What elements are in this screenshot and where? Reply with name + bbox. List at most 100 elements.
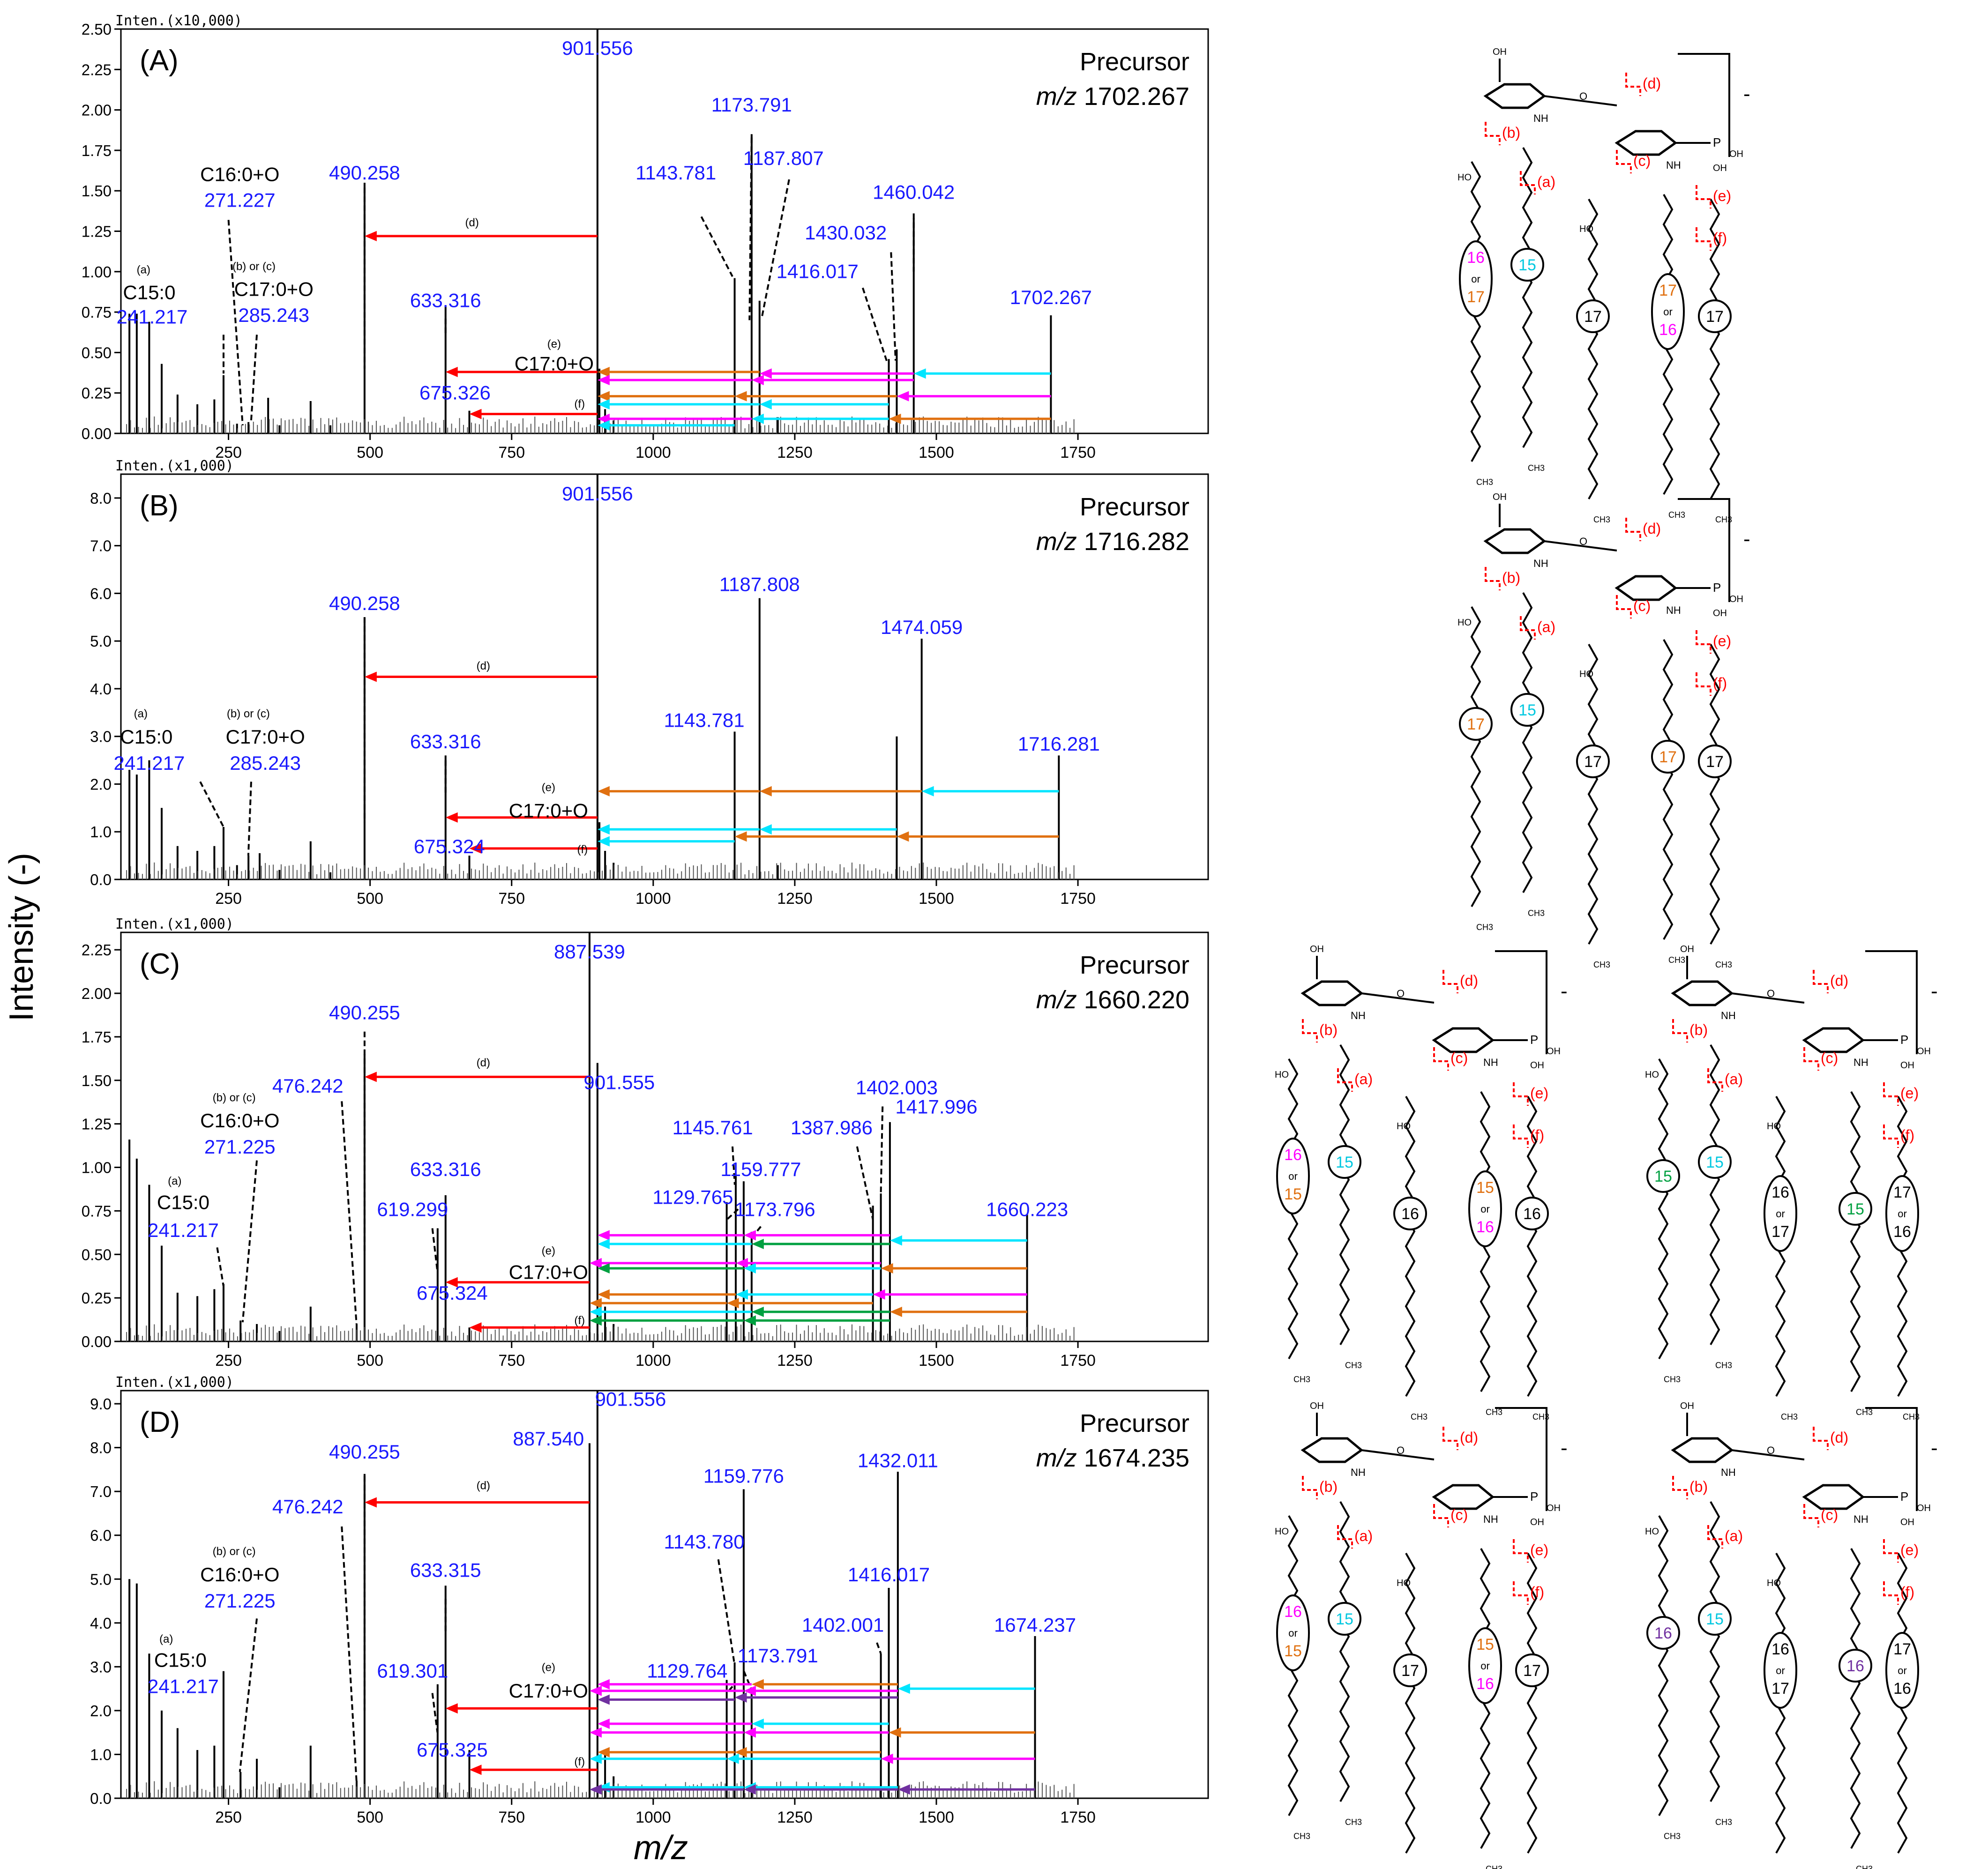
cleavage-label: (f) — [1530, 1127, 1544, 1144]
chain-length-label: or — [1898, 1665, 1907, 1676]
x-tick-label: 1000 — [635, 1809, 671, 1826]
annotation-label: C17:0+O — [509, 800, 588, 822]
alkyl-chain — [1522, 147, 1533, 448]
mz-label: 901.556 — [562, 483, 633, 505]
atom-oh: OH — [1917, 1046, 1931, 1057]
glycosidic-bond — [1544, 95, 1617, 106]
cleavage-marker — [1337, 1525, 1353, 1549]
mz-label: 490.258 — [329, 592, 400, 614]
cleavage-marker — [1520, 171, 1536, 194]
atom-ho: HO — [1275, 1070, 1289, 1080]
y-tick-label: 0.50 — [82, 1246, 112, 1263]
chain-length-label: 17 — [1771, 1680, 1789, 1698]
atom-ho: HO — [1645, 1070, 1659, 1080]
y-tick-label: 0.0 — [90, 1790, 112, 1807]
atom-nh: NH — [1533, 112, 1548, 124]
cleavage-marker — [1707, 1525, 1723, 1549]
cleavage-label: (b) — [1689, 1021, 1708, 1038]
annotation-label: (d) — [477, 660, 490, 672]
glucosamine-ring-1 — [1300, 980, 1364, 1006]
cleavage-marker — [1302, 1019, 1318, 1042]
alkyl-chain — [1709, 1044, 1720, 1345]
cleavage-label: (b) — [1502, 569, 1520, 586]
annotation-label: (a) — [168, 1175, 181, 1188]
chain-length-oval — [1459, 240, 1493, 317]
leader-line — [880, 1106, 884, 1194]
arrow-head — [597, 1718, 610, 1729]
mz-label: 271.225 — [204, 1136, 276, 1158]
panel-label: (A) — [140, 45, 179, 77]
chain-length-label: 16 — [1771, 1640, 1789, 1658]
arrow-head — [897, 1683, 910, 1694]
leader-line — [239, 1618, 258, 1772]
chain-length-label: or — [1663, 306, 1673, 318]
arrow-head — [743, 1727, 756, 1738]
chain-length-label: 16 — [1893, 1680, 1911, 1698]
mz-label: 285.243 — [238, 304, 309, 326]
cleavage-label: (d) — [1460, 1429, 1478, 1446]
y-tick-label: 0.25 — [82, 1289, 112, 1307]
arrow-head — [597, 1238, 610, 1249]
annotation-label: C17:0+O — [509, 1680, 588, 1702]
cleavage-label: (a) — [1354, 1527, 1373, 1544]
y-tick-label: 1.00 — [82, 1159, 112, 1177]
x-tick-label: 1500 — [919, 1352, 954, 1370]
arrow-head — [743, 1685, 756, 1696]
y-tick-label: 0.00 — [82, 425, 112, 442]
alkyl-chain — [1850, 1091, 1861, 1392]
y-tick-label: 6.0 — [90, 585, 112, 602]
arrow-head — [597, 391, 610, 402]
arrow-head — [759, 368, 772, 379]
atom-oh: OH — [1900, 1060, 1914, 1071]
y-tick-label: 1.00 — [82, 263, 112, 281]
glycosidic-bond — [1731, 992, 1805, 1004]
atom-nh: NH — [1666, 159, 1681, 171]
atom-oh: OH — [1493, 47, 1507, 57]
atom-oh: OH — [1917, 1503, 1931, 1513]
arrow-head — [597, 824, 610, 835]
arrow-head — [445, 1277, 458, 1288]
x-tick-label: 1500 — [919, 444, 954, 462]
chain-length-label: 16 — [1467, 249, 1485, 267]
alkyl-chain — [1587, 644, 1599, 945]
chain-length-oval — [1764, 1632, 1797, 1709]
cleavage-marker — [1485, 567, 1501, 590]
x-tick-label: 500 — [357, 1352, 383, 1370]
atom-ch3: CH3 — [1668, 510, 1685, 520]
mz-label: 241.217 — [148, 1675, 219, 1697]
cleavage-label: (a) — [1537, 618, 1555, 635]
atom-oh: OH — [1493, 492, 1507, 502]
panel-0: Inten.(x10,000) 0.00 0.25 0.50 0.75 1.00 1.25 1… — [82, 13, 1209, 462]
x-tick-label: 500 — [357, 1809, 383, 1826]
mz-prefix: m/z — [1036, 82, 1077, 111]
atom-o: O — [1397, 1445, 1405, 1456]
cleavage-label: (d) — [1460, 972, 1478, 989]
leader-line — [241, 1160, 258, 1323]
chain-length-label: 15 — [1284, 1642, 1302, 1660]
mz-label: 1402.003 — [856, 1076, 938, 1098]
glucosamine-ring-1 — [1483, 83, 1547, 109]
atom-ho: HO — [1397, 1121, 1411, 1132]
y-tick-label: 1.75 — [82, 142, 112, 159]
cleavage-label: (c) — [1450, 1050, 1468, 1066]
atom-p: P — [1713, 135, 1721, 149]
mz-label: 901.556 — [562, 37, 633, 59]
cleavage-label: (b) — [1319, 1478, 1338, 1495]
chain-length-label: 16 — [1846, 1657, 1864, 1675]
cleavage-marker — [1302, 1476, 1318, 1499]
chain-length-label: 15 — [1476, 1179, 1494, 1197]
precursor-mz: m/z 1660.220 — [1036, 986, 1189, 1014]
precursor-value: 1674.235 — [1077, 1444, 1189, 1472]
arrow-head — [889, 1306, 902, 1317]
cleavage-marker — [1813, 1427, 1829, 1450]
cleavage-label: (f) — [1900, 1584, 1914, 1601]
alkyl-chain — [1850, 1548, 1861, 1849]
structure-2: -OHONHNHPOHOH16or15CH315CH316CH315or16CH… — [1275, 944, 1568, 1422]
atom-ch3: CH3 — [1528, 908, 1545, 918]
arrow-head — [589, 1306, 602, 1317]
structure-4: -OHONHNHPOHOH16or15CH315CH317CH315or16CH… — [1275, 1401, 1568, 1869]
atom-nh: NH — [1853, 1513, 1868, 1525]
cleavage-label: (a) — [1537, 173, 1555, 190]
cleavage-marker — [1803, 1504, 1819, 1527]
annotation-label: (b) or (c) — [213, 1091, 256, 1104]
